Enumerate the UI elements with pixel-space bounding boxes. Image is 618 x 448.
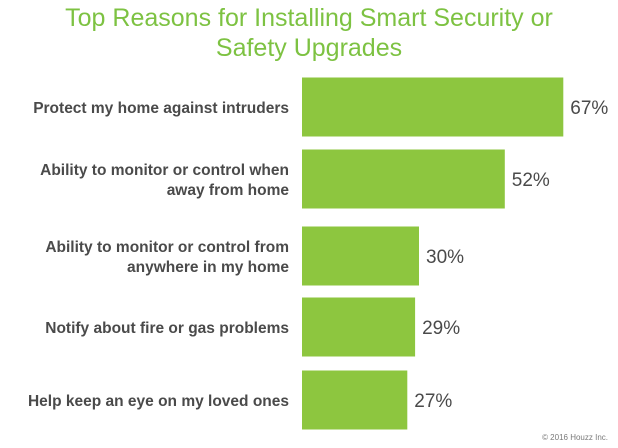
- chart-title: Top Reasons for Installing Smart Securit…: [65, 4, 553, 62]
- bar: [302, 77, 564, 137]
- category-label: Notify about fire or gas problems: [45, 320, 289, 337]
- value-label: 52%: [512, 170, 550, 191]
- category-label: Ability to monitor or control when: [40, 162, 289, 179]
- value-labels: 67% 52% 30% 29% 27%: [414, 98, 608, 412]
- bar: [302, 297, 416, 357]
- value-label: 67%: [570, 98, 608, 119]
- category-labels: Protect my home against intruders Ability…: [28, 100, 289, 410]
- category-label: anywhere in my home: [127, 259, 289, 276]
- chart-title-line: Top Reasons for Installing Smart Securit…: [65, 4, 553, 32]
- value-label: 27%: [414, 391, 452, 412]
- bar: [302, 149, 505, 209]
- value-label: 29%: [422, 318, 460, 339]
- value-label: 30%: [426, 247, 464, 268]
- copyright-text: © 2016 Houzz Inc.: [542, 433, 608, 442]
- bar: [302, 226, 419, 286]
- category-label: Protect my home against intruders: [33, 100, 289, 117]
- category-label: Ability to monitor or control from: [45, 239, 289, 256]
- category-label: away from home: [167, 182, 290, 199]
- bars: [302, 77, 564, 430]
- category-label: Help keep an eye on my loved ones: [28, 393, 289, 410]
- bar: [302, 370, 408, 430]
- chart-title-line: Safety Upgrades: [216, 34, 402, 62]
